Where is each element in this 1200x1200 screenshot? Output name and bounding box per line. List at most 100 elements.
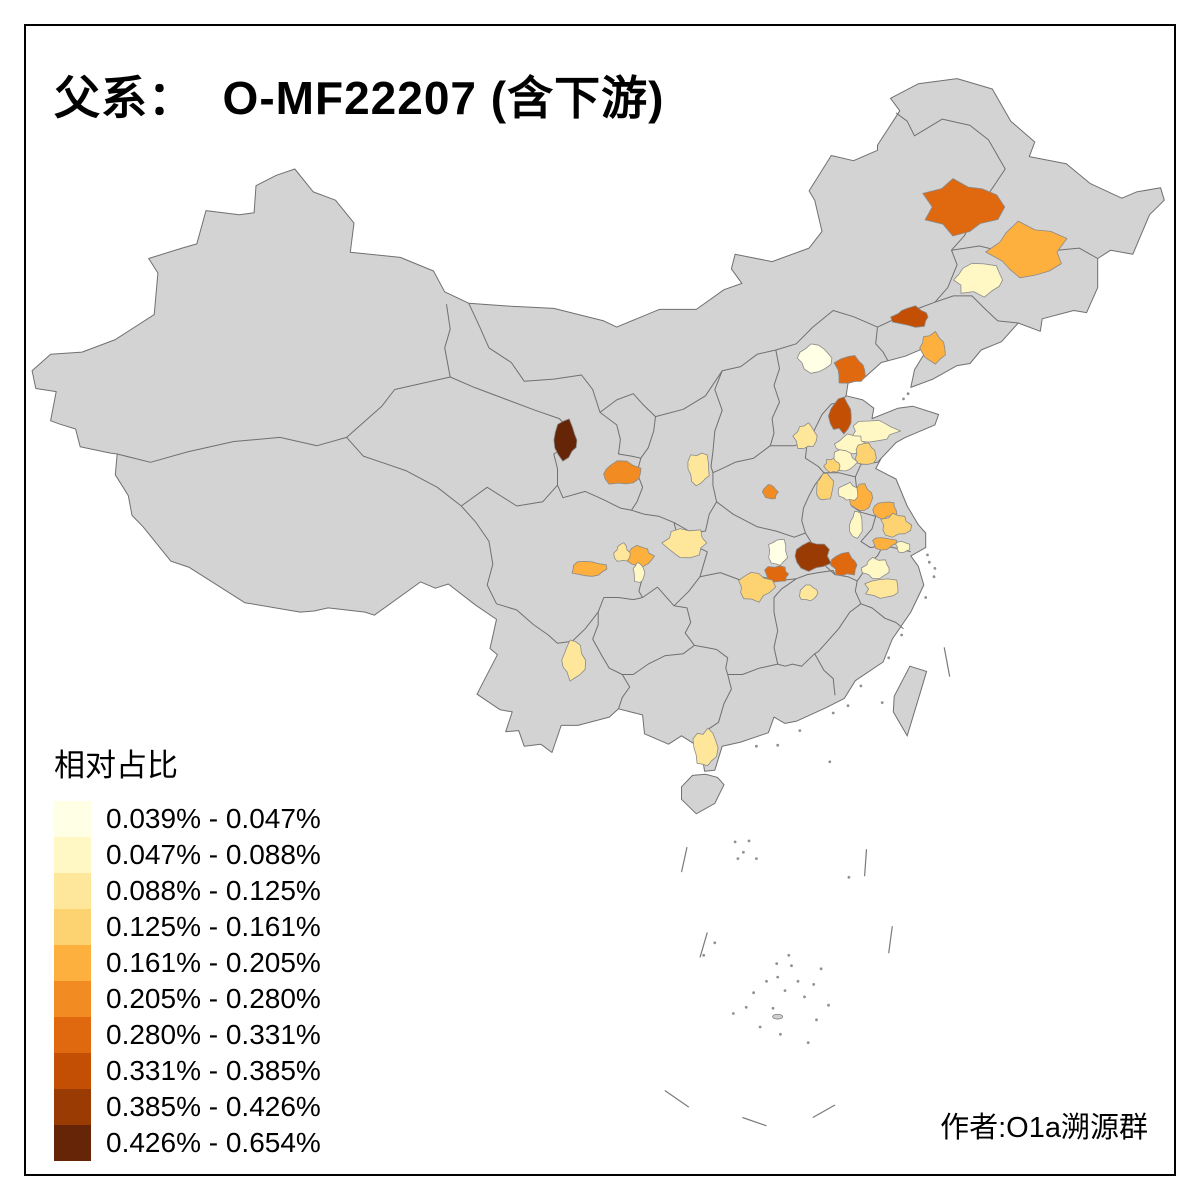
province-border xyxy=(461,484,632,511)
map-region xyxy=(851,419,901,443)
dash-line xyxy=(812,1104,836,1119)
map-region xyxy=(796,343,833,374)
legend-label: 0.039% - 0.047% xyxy=(106,803,321,834)
island-dot xyxy=(775,962,779,965)
island-dot xyxy=(815,1018,818,1022)
map-region xyxy=(895,541,911,554)
legend-item: 0.047% - 0.088% xyxy=(54,837,321,873)
island-dot xyxy=(713,941,717,945)
province-border xyxy=(599,393,656,459)
island-dot xyxy=(755,744,758,748)
island-dot xyxy=(747,839,751,843)
island-dot xyxy=(733,840,737,844)
map-region xyxy=(632,561,646,583)
island-dot xyxy=(790,964,793,968)
map-region xyxy=(661,528,708,559)
map-region xyxy=(613,542,631,562)
island-dot xyxy=(846,704,850,708)
map-region xyxy=(849,510,863,539)
island-dot xyxy=(806,1041,810,1044)
map-region xyxy=(860,557,890,580)
country-outline xyxy=(31,78,1165,772)
island-dot xyxy=(796,979,800,983)
legend-label: 0.047% - 0.088% xyxy=(106,839,321,870)
map-region xyxy=(762,483,779,500)
island-dot xyxy=(744,1005,748,1009)
island-dot xyxy=(887,656,891,660)
island-dot xyxy=(880,701,884,704)
legend-label: 0.331% - 0.385% xyxy=(106,1055,321,1086)
map-region xyxy=(880,512,912,538)
island-dot xyxy=(906,392,910,396)
map-region xyxy=(792,422,818,450)
legend-label: 0.426% - 0.654% xyxy=(106,1127,321,1158)
legend-swatch xyxy=(54,1053,91,1089)
legend-swatch xyxy=(54,1089,91,1125)
map-region xyxy=(828,396,852,435)
island-dot xyxy=(771,1006,775,1010)
legend-swatch xyxy=(54,945,91,981)
map-region xyxy=(603,460,642,485)
map-region xyxy=(692,727,719,767)
island-dot xyxy=(819,967,823,971)
taiwan-island xyxy=(892,665,928,738)
island-dot xyxy=(847,875,851,879)
province-border xyxy=(796,570,836,580)
island-dot xyxy=(933,567,937,570)
map-region xyxy=(837,481,859,501)
dash-line xyxy=(864,849,868,877)
province-border xyxy=(603,597,643,601)
province-border xyxy=(727,663,778,675)
island-dot xyxy=(900,633,903,637)
province-border xyxy=(934,295,1019,324)
island-dot xyxy=(731,1012,735,1015)
island-dot xyxy=(776,743,780,747)
map-region xyxy=(953,262,1003,298)
province-border xyxy=(468,302,601,413)
map-region xyxy=(890,305,929,328)
map-region xyxy=(872,537,898,551)
province-border xyxy=(712,349,780,474)
island-dot xyxy=(779,1032,782,1036)
map-region xyxy=(823,457,841,474)
province-border xyxy=(860,603,904,630)
island-dot xyxy=(758,1025,762,1029)
province-border xyxy=(710,370,723,473)
province-border xyxy=(814,653,836,696)
island-dot xyxy=(859,684,863,688)
legend: 相对占比 0.039% - 0.047% 0.047% - 0.088% 0.088… xyxy=(54,740,321,1161)
legend-title: 相对占比 xyxy=(54,748,178,783)
legend-item: 0.426% - 0.654% xyxy=(54,1125,321,1161)
map-region xyxy=(864,578,899,599)
island-dot xyxy=(902,397,905,401)
island-dot xyxy=(783,989,787,992)
province-border xyxy=(773,578,797,665)
hainan-island xyxy=(681,773,725,815)
legend-rows: 0.039% - 0.047% 0.047% - 0.088% 0.088% - 0… xyxy=(54,801,321,1161)
island-dot xyxy=(827,1003,830,1007)
island-dot xyxy=(803,995,806,999)
island-dot xyxy=(742,850,745,854)
legend-swatch xyxy=(54,1125,91,1161)
map-region xyxy=(561,639,586,682)
province-border xyxy=(673,605,695,646)
map-region xyxy=(799,584,819,602)
island-dot xyxy=(831,711,835,715)
legend-swatch xyxy=(54,909,91,945)
island-dot xyxy=(927,560,931,564)
legend-label: 0.205% - 0.280% xyxy=(106,983,321,1014)
map-region xyxy=(738,572,776,603)
province-border xyxy=(592,612,623,675)
island-dot xyxy=(752,991,755,995)
province-border xyxy=(346,437,462,507)
dash-line xyxy=(742,1116,767,1127)
island-dot xyxy=(776,975,780,979)
province-border xyxy=(777,653,816,667)
dash-line xyxy=(680,846,688,873)
province-border xyxy=(460,505,497,605)
legend-swatch xyxy=(54,801,91,837)
island-dot xyxy=(828,760,832,764)
province-border xyxy=(854,580,862,605)
